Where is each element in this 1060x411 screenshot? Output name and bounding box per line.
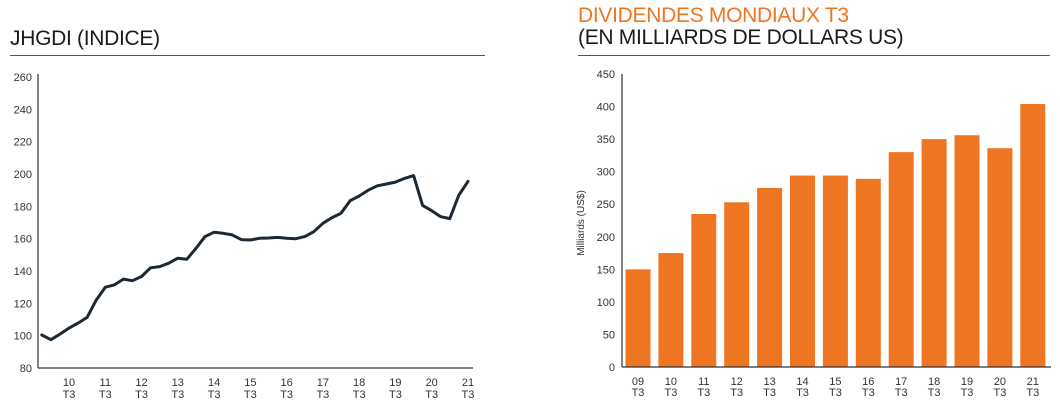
bar-20 bbox=[987, 148, 1013, 367]
bar-chart-x-tick-label: 18 bbox=[928, 376, 940, 388]
bar-10 bbox=[658, 253, 684, 367]
bar-chart-x-tick-label: 15 bbox=[829, 376, 841, 388]
bar-chart-title: DIVIDENDES MONDIAUX T3 bbox=[578, 4, 849, 27]
line-chart-title: JHGDI (INDICE) bbox=[10, 27, 160, 50]
bar-21 bbox=[1020, 103, 1046, 367]
line-chart-x-tick-label: 17 bbox=[317, 377, 329, 389]
bar-chart-x-tick-sublabel: T3 bbox=[895, 387, 908, 399]
line-chart-x-tick-label: 14 bbox=[208, 377, 220, 389]
line-chart-x-tick-sublabel: T3 bbox=[135, 389, 148, 401]
line-chart-y-tick-label: 260 bbox=[14, 72, 32, 84]
bar-chart-x-tick-label: 13 bbox=[763, 376, 775, 388]
bar-chart-x-tick-label: 14 bbox=[796, 376, 808, 388]
bar-chart-subtitle: (EN MILLIARDS DE DOLLARS US) bbox=[578, 26, 904, 49]
line-chart-x-tick-sublabel: T3 bbox=[389, 389, 402, 401]
bar-chart-x-tick-sublabel: T3 bbox=[928, 387, 941, 399]
line-chart-x-tick-sublabel: T3 bbox=[99, 389, 112, 401]
bar-chart-y-tick-label: 200 bbox=[597, 232, 615, 244]
bar-12 bbox=[724, 202, 750, 367]
bar-chart-x-tick-sublabel: T3 bbox=[730, 387, 743, 399]
bar-chart-x-tick-label: 11 bbox=[698, 376, 709, 388]
bar-chart-x-tick-label: 16 bbox=[862, 376, 874, 388]
line-chart-x-tick-sublabel: T3 bbox=[462, 389, 475, 401]
line-chart-y-tick-label: 160 bbox=[14, 234, 32, 246]
line-chart-x-tick-sublabel: T3 bbox=[171, 389, 184, 401]
line-chart-x-tick-label: 15 bbox=[244, 377, 256, 389]
line-chart-y-tick-label: 240 bbox=[14, 104, 32, 116]
line-chart-x-tick-sublabel: T3 bbox=[353, 389, 366, 401]
line-chart-x-tick-sublabel: T3 bbox=[316, 389, 329, 401]
bar-chart-y-tick-label: 400 bbox=[597, 102, 615, 114]
line-chart-y-tick-label: 100 bbox=[14, 331, 32, 343]
bar-chart-y-tick-label: 50 bbox=[603, 329, 615, 341]
line-chart-x-tick-sublabel: T3 bbox=[208, 389, 221, 401]
line-chart-y-tick-label: 80 bbox=[20, 363, 32, 375]
bar-chart-x-tick-label: 10 bbox=[665, 376, 677, 388]
bar-19 bbox=[954, 135, 980, 367]
line-chart-x-tick-label: 19 bbox=[389, 377, 401, 389]
bar-chart-y-tick-label: 300 bbox=[597, 167, 615, 179]
line-chart-x-tick-label: 21 bbox=[462, 377, 474, 389]
line-chart-x-tick-label: 11 bbox=[100, 377, 111, 389]
bar-chart-y-tick-label: 150 bbox=[597, 264, 615, 276]
bar-chart-x-tick-label: 09 bbox=[632, 376, 644, 388]
line-chart-x-tick-label: 12 bbox=[135, 377, 147, 389]
bar-chart-x-tick-sublabel: T3 bbox=[763, 387, 776, 399]
line-chart-x-tick-label: 16 bbox=[280, 377, 292, 389]
line-chart-title-rule bbox=[10, 55, 485, 56]
bar-chart-x-tick-label: 19 bbox=[961, 376, 973, 388]
bar-chart-x-tick-sublabel: T3 bbox=[697, 387, 710, 399]
line-chart-x-tick-sublabel: T3 bbox=[244, 389, 257, 401]
bar-chart-y-tick-label: 250 bbox=[597, 199, 615, 211]
bar-chart-y-tick-label: 0 bbox=[609, 362, 615, 374]
bar-chart-x-tick-sublabel: T3 bbox=[1026, 387, 1039, 399]
bar-chart-x-tick-sublabel: T3 bbox=[796, 387, 809, 399]
bar-09 bbox=[625, 269, 651, 367]
bar-chart-y-tick-label: 350 bbox=[597, 134, 615, 146]
line-chart-y-tick-label: 120 bbox=[14, 298, 32, 310]
bar-11 bbox=[691, 213, 717, 367]
line-chart-x-tick-sublabel: T3 bbox=[63, 389, 76, 401]
bar-15 bbox=[822, 175, 848, 367]
line-chart-y-tick-label: 200 bbox=[14, 169, 32, 181]
bar-chart-x-tick-sublabel: T3 bbox=[664, 387, 677, 399]
line-chart-y-tick-label: 220 bbox=[14, 137, 32, 149]
line-chart-x-tick-label: 10 bbox=[63, 377, 75, 389]
bar-chart-y-tick-label: 100 bbox=[597, 297, 615, 309]
bar-18 bbox=[921, 139, 947, 367]
line-chart-x-tick-sublabel: T3 bbox=[425, 389, 438, 401]
bar-14 bbox=[790, 175, 815, 367]
line-chart-x-tick-label: 20 bbox=[426, 377, 438, 389]
bar-13 bbox=[757, 187, 783, 367]
line-chart-y-tick-label: 180 bbox=[14, 201, 32, 213]
bar-chart-y-axis-label: Milliards (US$) bbox=[576, 190, 587, 256]
line-series-jhgdi bbox=[40, 174, 470, 342]
line-chart-x-tick-label: 18 bbox=[353, 377, 365, 389]
line-chart-x-tick-sublabel: T3 bbox=[280, 389, 293, 401]
bar-16 bbox=[855, 178, 881, 367]
bar-chart-x-tick-sublabel: T3 bbox=[862, 387, 875, 399]
bar-chart-x-tick-label: 17 bbox=[895, 376, 907, 388]
bar-chart-x-tick-sublabel: T3 bbox=[829, 387, 842, 399]
bar-chart-x-tick-label: 20 bbox=[994, 376, 1006, 388]
bar-chart-x-tick-sublabel: T3 bbox=[632, 387, 645, 399]
line-chart-x-tick-label: 13 bbox=[172, 377, 184, 389]
bar-chart-x-tick-sublabel: T3 bbox=[993, 387, 1006, 399]
bar-chart-x-tick-label: 12 bbox=[731, 376, 743, 388]
bar-chart-x-tick-label: 21 bbox=[1027, 376, 1039, 388]
line-chart-y-tick-label: 140 bbox=[14, 266, 32, 278]
bar-chart-title-rule bbox=[578, 55, 1050, 56]
bar-chart-x-tick-sublabel: T3 bbox=[961, 387, 974, 399]
bar-17 bbox=[888, 152, 914, 367]
bar-chart-y-tick-label: 450 bbox=[597, 69, 615, 81]
